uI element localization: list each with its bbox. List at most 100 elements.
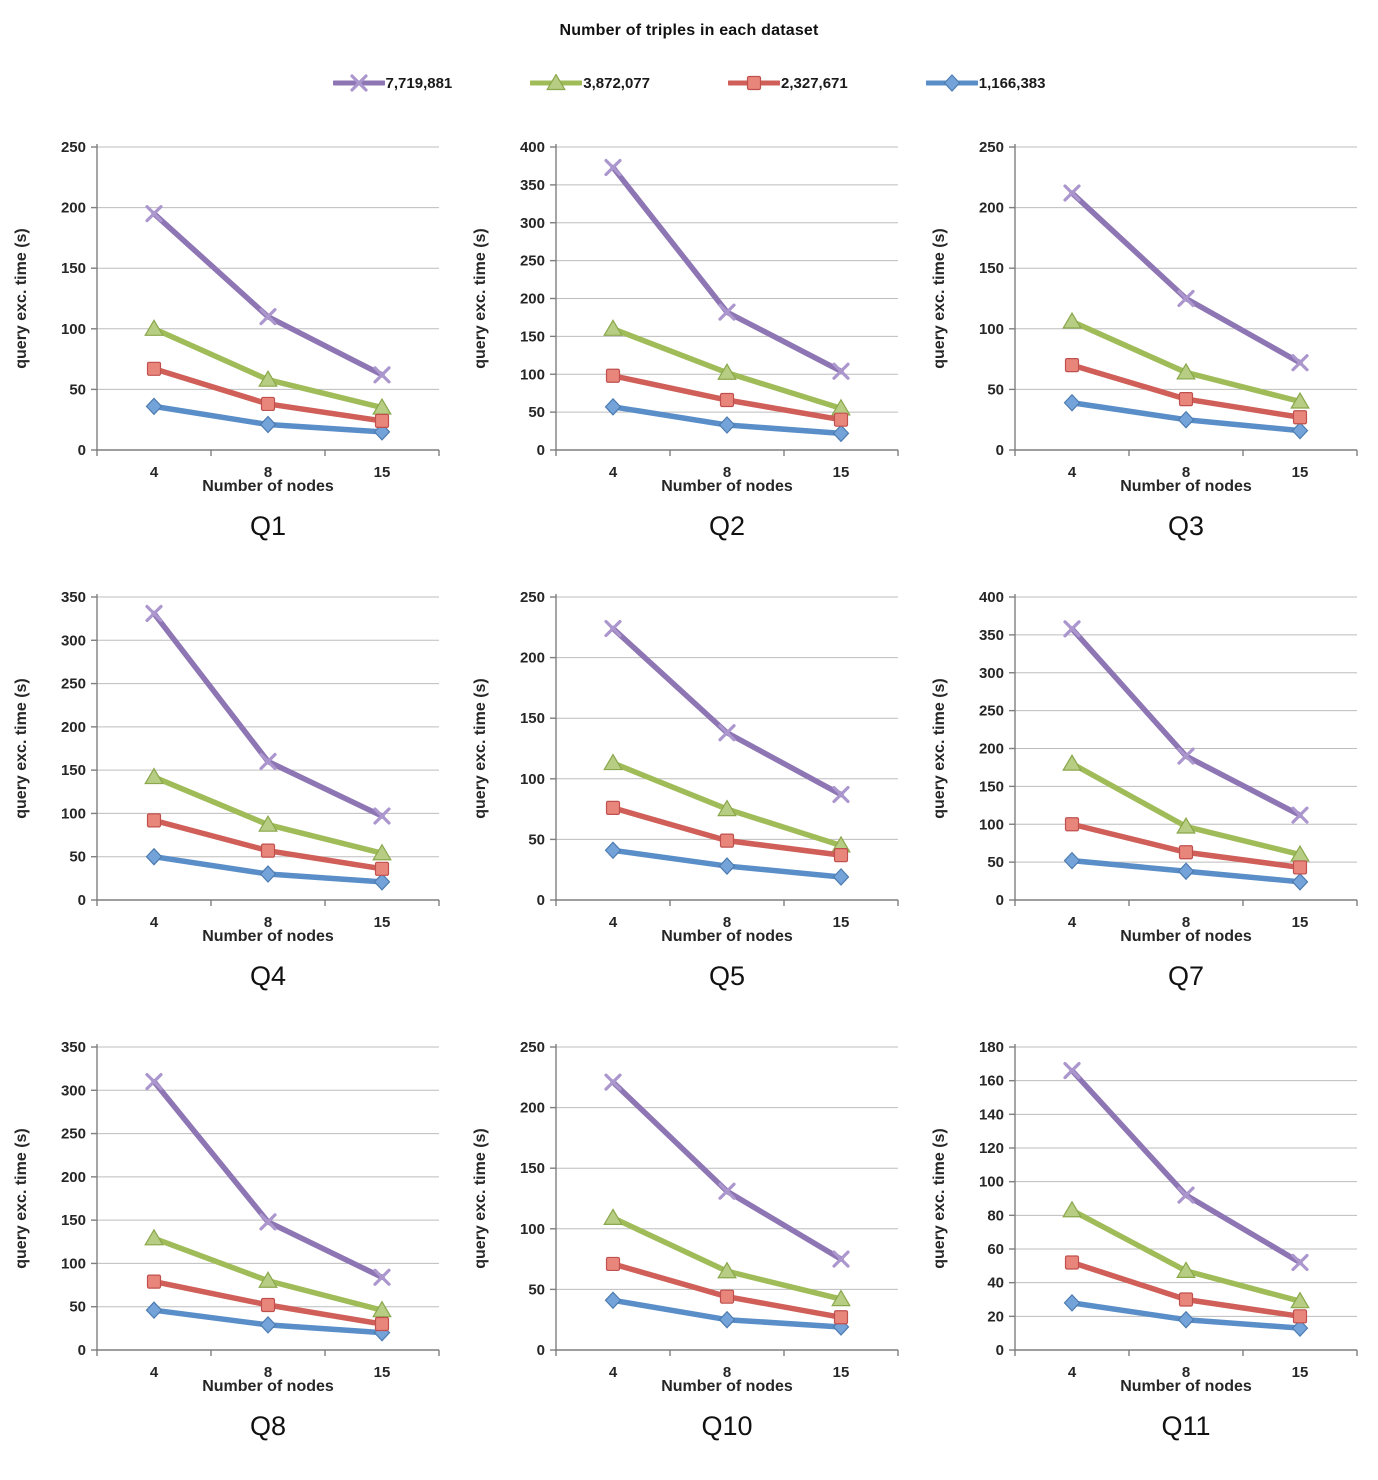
diamond-marker-icon (1291, 421, 1309, 440)
x-tick-label: 4 (1068, 914, 1077, 931)
legend-item: 2,327,671 (728, 74, 848, 92)
y-tick-label: 350 (979, 627, 1004, 644)
y-axis-title: query exc. time (s) (931, 678, 948, 819)
x-cross-marker-icon (1291, 1253, 1309, 1272)
y-tick-label: 100 (979, 816, 1004, 833)
gridlines (1015, 146, 1357, 390)
triangle-marker-icon (144, 1228, 164, 1246)
y-tick-label: 40 (987, 1275, 1004, 1292)
square-marker-icon (146, 361, 162, 376)
y-tick-label: 200 (61, 719, 86, 736)
series-3872077 (144, 1228, 392, 1318)
y-tick-label: 180 (979, 1039, 1004, 1056)
y-tick-label: 0 (537, 892, 545, 909)
x-tick-label: 4 (1068, 464, 1077, 481)
diamond-marker-icon (1177, 410, 1195, 429)
x-cross-marker-icon (145, 205, 163, 223)
x-axis-title: Number of nodes (202, 478, 334, 495)
page-title: Number of triples in each dataset (559, 22, 819, 39)
series-7719881 (145, 604, 391, 825)
triangle-marker-icon (258, 814, 278, 832)
chart-grid: 0 50 100 150 200 250 4 8 15 query exc. time (s) Nu… (0, 130, 1378, 1480)
chart-q3: 0 50 100 150 200 250 4 8 15 query exc. time (s) Nu… (931, 139, 1358, 541)
diamond-marker-icon (604, 841, 622, 860)
axes (550, 1044, 899, 1356)
x-tick-label: 4 (609, 464, 618, 481)
x-cross-marker-icon (604, 1073, 622, 1091)
chart-cell-q3: 0 50 100 150 200 250 4 8 15 query exc. time (s) Nu… (920, 130, 1378, 580)
y-tick-label: 100 (520, 366, 545, 383)
chart-q2: 0 50 100 150 200 250 300 350 400 4 8 15 query exc. t… (472, 139, 899, 541)
square-marker-icon (605, 1256, 621, 1272)
y-tick-label: 300 (61, 1082, 86, 1099)
y-tick-label: 250 (979, 139, 1004, 156)
diamond-marker-icon (832, 868, 850, 886)
chart-cell-q8: 0 50 100 150 200 250 300 350 4 8 15 query exc. time… (2, 1030, 461, 1480)
gridlines (556, 1046, 898, 1290)
x-cross-marker-icon (832, 785, 850, 804)
chart-title: Q11 (1161, 1411, 1210, 1441)
x-tick-label: 8 (1182, 914, 1190, 931)
y-tick-label: 100 (61, 805, 86, 822)
triangle-marker-icon (603, 1208, 623, 1225)
chart-title: Q5 (709, 961, 745, 991)
diamond-marker-icon (373, 872, 391, 891)
series-2327671 (605, 800, 849, 863)
x-tick-label: 15 (374, 464, 391, 481)
x-cross-marker-icon (1177, 747, 1195, 765)
y-tick-label: 0 (996, 1342, 1004, 1359)
y-tick-label: 100 (61, 1255, 86, 1272)
y-tick-label: 200 (520, 291, 545, 308)
x-cross-marker-icon (373, 366, 391, 384)
x-cross-marker-icon (1177, 289, 1195, 308)
y-tick-label: 150 (520, 710, 545, 727)
x-tick-label: 8 (1182, 464, 1190, 481)
y-tick-labels: 0 50 100 150 200 250 300 350 (61, 589, 86, 909)
triangle-marker-icon (1062, 311, 1082, 329)
series-1166383 (1063, 393, 1309, 440)
triangle-marker-icon (1176, 816, 1196, 834)
square-marker-icon (1292, 860, 1308, 875)
chart-q1: 0 50 100 150 200 250 4 8 15 query exc. time (s) Nu… (13, 139, 440, 541)
x-axis-title: Number of nodes (202, 928, 334, 945)
series-2327671 (1064, 817, 1308, 875)
triangle-marker-icon (144, 767, 164, 785)
series-2327671 (146, 361, 390, 429)
chart-q10: 0 50 100 150 200 250 4 8 15 query exc. time (s) Nu… (472, 1039, 899, 1441)
y-tick-label: 50 (528, 1281, 545, 1298)
y-tick-label: 150 (979, 260, 1004, 277)
x-tick-label: 15 (1292, 914, 1309, 931)
legend-item: 1,166,383 (925, 74, 1046, 92)
series-3872077 (603, 319, 851, 416)
y-tick-label: 250 (61, 676, 86, 693)
x-cross-marker-icon (259, 308, 277, 326)
y-tick-label: 0 (996, 892, 1004, 909)
square-marker-icon (146, 813, 162, 828)
y-tick-label: 0 (78, 442, 86, 459)
y-tick-label: 0 (537, 442, 545, 459)
axes (1009, 1044, 1358, 1356)
triangle-marker-icon (603, 753, 623, 771)
y-tick-label: 350 (61, 589, 86, 606)
square-marker-icon (833, 848, 849, 863)
legend-marker (332, 74, 385, 92)
x-cross-marker-icon (373, 807, 391, 825)
x-cross-marker-icon (373, 1268, 391, 1286)
diamond-marker-icon (1177, 862, 1195, 881)
chart-title: Q8 (250, 1411, 286, 1441)
chart-cell-q10: 0 50 100 150 200 250 4 8 15 query exc. time (s) Nu… (461, 1030, 920, 1480)
axes (91, 1044, 440, 1356)
y-tick-label: 250 (979, 703, 1004, 720)
y-axis-title: query exc. time (s) (472, 678, 489, 819)
x-tick-label: 8 (723, 914, 731, 931)
x-tick-label: 15 (1292, 464, 1309, 481)
legend-item-label: 1,166,383 (978, 74, 1046, 92)
square-marker-icon (719, 833, 735, 848)
y-tick-label: 100 (520, 771, 545, 788)
diamond-marker-icon (145, 397, 163, 416)
x-tick-label: 15 (374, 914, 391, 931)
x-axis-title: Number of nodes (1120, 478, 1252, 495)
x-axis-title: Number of nodes (1120, 1378, 1252, 1395)
series-1166383 (604, 1291, 850, 1336)
x-cross-marker-icon (1177, 1186, 1195, 1204)
